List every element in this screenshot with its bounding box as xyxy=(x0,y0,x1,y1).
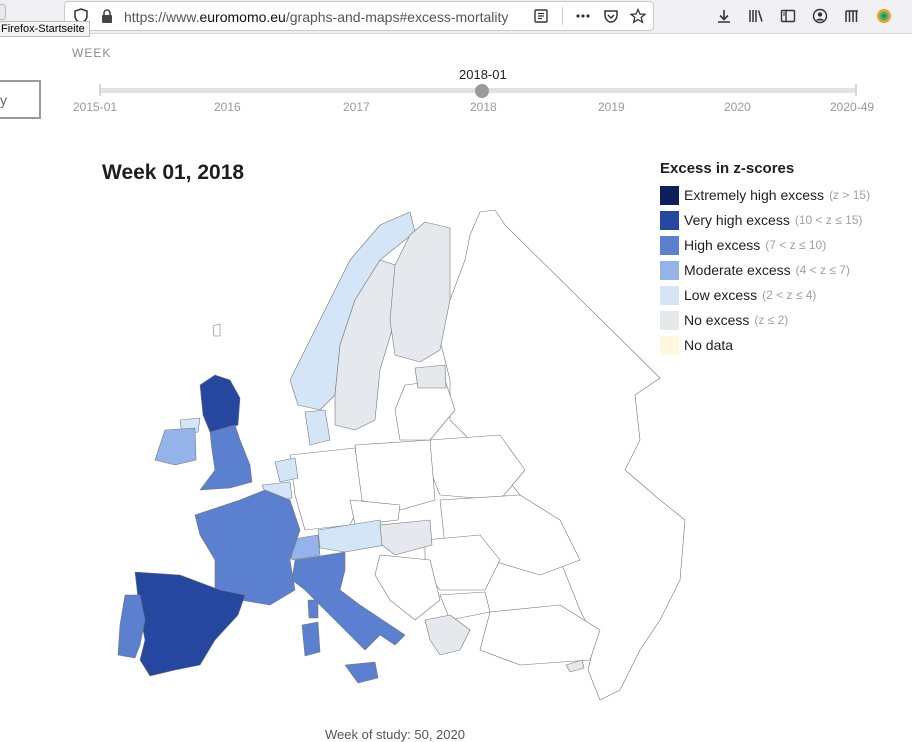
pocket-icon[interactable] xyxy=(601,6,621,26)
map-region-balkans[interactable] xyxy=(374,554,441,621)
map-region-czechia[interactable] xyxy=(349,499,401,526)
legend-item-very-high: Very high excess (10 < z ≤ 15) xyxy=(660,210,862,230)
tab-stub[interactable] xyxy=(0,4,6,20)
more-actions-icon[interactable] xyxy=(573,6,593,26)
map-region-france[interactable] xyxy=(194,489,301,606)
legend-range: (10 < z ≤ 15) xyxy=(794,213,863,227)
map-region-cyprus[interactable] xyxy=(565,659,585,673)
url-bar[interactable]: https://www.euromomo.eu/graphs-and-maps#… xyxy=(64,1,654,31)
slider-end-tick xyxy=(855,84,857,96)
slider-tick-label: 2015-01 xyxy=(73,100,118,114)
slider-tick-label: 2020 xyxy=(724,100,751,114)
map-region-sardinia[interactable] xyxy=(301,621,321,657)
legend-label: High excess xyxy=(684,237,761,253)
legend-label: No excess xyxy=(684,312,750,328)
reader-view-icon[interactable] xyxy=(531,6,551,26)
account-icon[interactable] xyxy=(810,6,830,26)
lock-icon[interactable] xyxy=(97,6,117,26)
left-select-box[interactable]: y xyxy=(0,80,41,119)
tooltip: Firefox-Startseite xyxy=(0,21,90,37)
legend-swatch xyxy=(660,235,679,255)
week-of-study-footer: Week of study: 50, 2020 xyxy=(325,727,465,742)
legend-swatch xyxy=(660,185,679,205)
map-region-ireland[interactable] xyxy=(154,427,197,466)
map-region-spain[interactable] xyxy=(134,571,246,677)
download-icon[interactable] xyxy=(714,6,734,26)
week-slider-thumb[interactable] xyxy=(475,84,489,98)
slider-value-label: 2018-01 xyxy=(459,67,507,82)
legend-label: Extremely high excess xyxy=(684,187,825,203)
slider-tick-label: 2020-49 xyxy=(830,100,875,114)
map-region-corsica[interactable] xyxy=(307,599,319,619)
legend-swatch xyxy=(660,285,679,305)
url-text[interactable]: https://www.euromomo.eu/graphs-and-maps#… xyxy=(124,9,509,25)
map-region-finland[interactable] xyxy=(389,221,451,363)
map-region-turkey[interactable] xyxy=(479,604,601,666)
map-region-russia[interactable] xyxy=(439,209,686,701)
legend-swatch xyxy=(660,210,679,230)
map-region-estonia[interactable] xyxy=(414,364,447,389)
legend-range: (z > 15) xyxy=(829,188,871,202)
sidebar-icon[interactable] xyxy=(778,6,798,26)
legend-item-extremely-high: Extremely high excess (z > 15) xyxy=(660,185,870,205)
slider-tick-label: 2019 xyxy=(598,100,625,114)
map-title: Week 01, 2018 xyxy=(102,161,245,184)
legend-swatch xyxy=(660,310,679,330)
color-extension-icon[interactable] xyxy=(874,6,894,26)
legend-item-no-data: No data xyxy=(660,335,733,355)
legend-item-high: High excess (7 < z ≤ 10) xyxy=(660,235,826,255)
left-select-text: y xyxy=(0,92,7,108)
map-region-scotland[interactable] xyxy=(199,374,241,433)
map-region-italy[interactable] xyxy=(291,551,406,651)
browser-toolbar: https://www.euromomo.eu/graphs-and-maps#… xyxy=(0,0,912,34)
map-region-netherlands[interactable] xyxy=(274,457,299,483)
map-region-iceland-islands[interactable] xyxy=(212,323,221,337)
map-region-hungary[interactable] xyxy=(379,519,433,556)
slider-start-tick xyxy=(99,84,101,96)
map-region-poland[interactable] xyxy=(354,439,436,511)
slider-tick-label: 2016 xyxy=(214,100,241,114)
legend-swatch xyxy=(660,260,679,280)
legend-item-low: Low excess (2 < z ≤ 4) xyxy=(660,285,816,305)
map-region-austria[interactable] xyxy=(317,519,386,553)
legend-title: Excess in z-scores xyxy=(660,160,795,177)
legend-label: Low excess xyxy=(684,287,758,303)
legend-range: (z ≤ 2) xyxy=(754,313,789,327)
divider xyxy=(562,7,563,25)
map-region-germany[interactable] xyxy=(289,447,363,531)
legend-label: No data xyxy=(684,337,734,353)
map-region-greece[interactable] xyxy=(424,614,471,656)
slider-tick-label: 2017 xyxy=(343,100,370,114)
map-region-sweden[interactable] xyxy=(334,259,396,431)
legend-range: (2 < z ≤ 4) xyxy=(762,288,817,302)
bookmark-star-icon[interactable] xyxy=(628,6,648,26)
legend-swatch xyxy=(660,335,679,355)
extensions-icon[interactable] xyxy=(842,6,862,26)
legend-label: Moderate excess xyxy=(684,262,791,278)
legend-range: (4 < z ≤ 7) xyxy=(795,263,850,277)
legend-item-moderate: Moderate excess (4 < z ≤ 7) xyxy=(660,260,850,280)
map-region-portugal[interactable] xyxy=(117,594,146,659)
legend-label: Very high excess xyxy=(684,212,790,228)
legend-range: (7 < z ≤ 10) xyxy=(765,238,827,252)
week-label: WEEK xyxy=(72,46,112,60)
map-region-denmark[interactable] xyxy=(304,409,331,446)
map-region-sicily[interactable] xyxy=(344,661,379,684)
map-region-baltics[interactable] xyxy=(394,379,456,441)
library-icon[interactable] xyxy=(746,6,766,26)
map-region-england[interactable] xyxy=(199,424,253,491)
slider-tick-label: 2018 xyxy=(470,100,497,114)
legend-item-no-excess: No excess (z ≤ 2) xyxy=(660,310,788,330)
